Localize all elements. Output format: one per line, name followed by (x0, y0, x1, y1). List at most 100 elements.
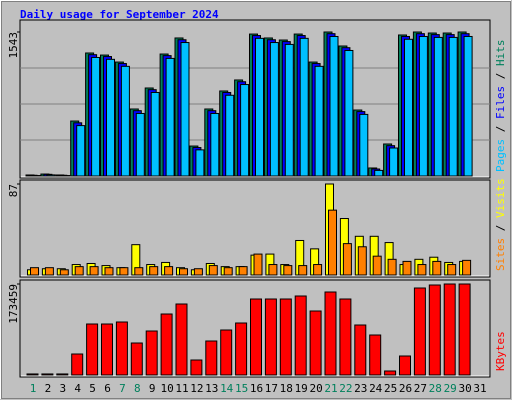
bar (238, 266, 248, 276)
bar (86, 323, 99, 376)
x-tick-label: 27 (414, 382, 427, 395)
bar (374, 169, 384, 177)
bar (44, 267, 54, 276)
bar (354, 324, 367, 376)
bar (372, 255, 382, 276)
bar (41, 373, 54, 376)
bar (402, 260, 412, 276)
x-tick-label: 14 (220, 382, 234, 395)
x-tick-label: 21 (324, 382, 337, 395)
bar (329, 35, 339, 177)
bar (462, 259, 472, 276)
legend-entry: KBytes (494, 331, 507, 371)
bar (130, 342, 143, 376)
bar (250, 298, 262, 376)
bar (135, 112, 145, 177)
bar (150, 91, 160, 177)
bar (175, 303, 188, 376)
bar (369, 334, 382, 376)
bar (313, 264, 323, 276)
x-tick-label: 28 (429, 382, 442, 395)
bar (294, 295, 307, 376)
bar (223, 267, 233, 276)
x-tick-label: 9 (149, 382, 156, 395)
bar (342, 243, 352, 276)
bar (179, 268, 188, 276)
bar (432, 260, 442, 276)
bar (91, 56, 101, 177)
x-tick-label: 18 (280, 382, 293, 395)
bar (76, 125, 86, 177)
bar (404, 38, 413, 177)
x-tick-label: 4 (74, 382, 81, 395)
bar (195, 149, 205, 177)
bar (134, 267, 144, 276)
bar (59, 269, 69, 276)
bar (160, 313, 173, 376)
bar (417, 264, 427, 276)
bar (30, 267, 39, 276)
bar (193, 268, 203, 276)
x-tick-label: 20 (309, 382, 322, 395)
x-tick-label: 19 (295, 382, 308, 395)
bar (284, 43, 294, 177)
x-tick-label: 6 (104, 382, 111, 395)
bar (399, 355, 411, 376)
legend-entry: Files (494, 86, 507, 119)
bar (115, 321, 128, 376)
legend-entry: Visits (494, 178, 507, 218)
x-tick-label: 31 (473, 382, 486, 395)
x-tick-label: 30 (458, 382, 471, 395)
x-tick-label: 8 (134, 382, 141, 395)
legend-entry: Hits (494, 40, 507, 67)
bar (46, 174, 56, 177)
bar (339, 298, 352, 376)
bar (240, 84, 250, 177)
bar (225, 94, 235, 177)
bar (268, 264, 278, 276)
bar (443, 283, 456, 376)
bar (145, 330, 158, 376)
legend: Pages / Files / Hits (494, 40, 507, 173)
bar (120, 65, 130, 177)
bar (180, 42, 190, 177)
bar (413, 287, 426, 376)
bar (309, 310, 322, 376)
bar (119, 267, 129, 276)
legend: Sites / Visits (494, 178, 507, 271)
y-tick-label: 87 (7, 184, 20, 197)
bar (357, 246, 367, 276)
legend-separator: / (494, 218, 507, 238)
bar (264, 298, 277, 376)
bar (447, 264, 457, 276)
x-tick-label: 23 (354, 382, 367, 395)
legend-separator: / (494, 66, 507, 86)
bar (387, 258, 397, 276)
bar (101, 323, 113, 376)
bar (299, 37, 309, 177)
x-tick-label: 17 (265, 382, 278, 395)
bar (418, 35, 428, 177)
x-tick-label: 15 (235, 382, 248, 395)
x-tick-label: 26 (399, 382, 412, 395)
bar (220, 329, 233, 376)
x-tick-label: 16 (250, 382, 263, 395)
bar (324, 291, 337, 376)
legend: KBytes (494, 331, 507, 371)
bar (463, 35, 473, 177)
x-tick-label: 25 (384, 382, 397, 395)
x-tick-label: 10 (160, 382, 173, 395)
bar (255, 37, 264, 177)
legend-separator: / (494, 119, 507, 139)
bar (164, 266, 174, 276)
bar (269, 42, 279, 177)
bar (448, 36, 458, 177)
bar (359, 113, 369, 177)
bar (208, 265, 218, 276)
bar (298, 265, 308, 276)
x-tick-label: 7 (119, 382, 126, 395)
chart-title: Daily usage for September 2024 (20, 8, 219, 21)
bar (210, 112, 220, 177)
